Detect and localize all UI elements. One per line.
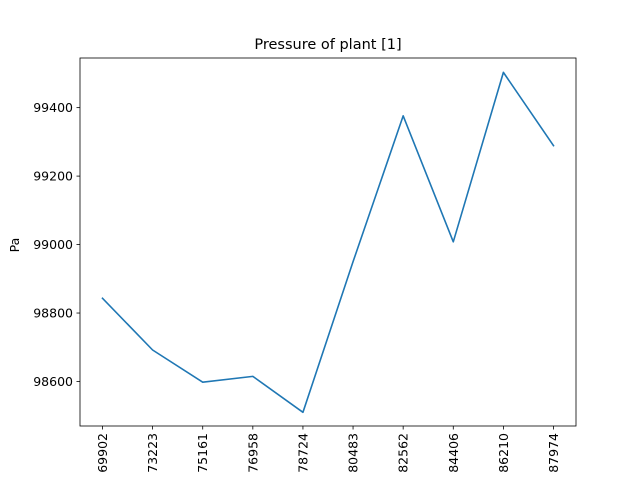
x-tick-label: 73223	[145, 433, 160, 473]
y-tick-label: 99400	[33, 100, 73, 115]
y-tick-label: 99200	[33, 169, 73, 184]
y-axis-label: Pa	[7, 238, 22, 253]
x-tick-label: 84406	[446, 433, 461, 473]
plot-area: 98600 98800 99000 99200 99400 69902 73223 75161…	[33, 71, 561, 473]
x-tick-label: 69902	[95, 433, 110, 473]
x-tick-label: 78724	[295, 433, 310, 473]
x-tick-label: 87974	[546, 433, 561, 473]
y-tick-label: 98600	[33, 374, 73, 389]
x-tick-label: 86210	[496, 433, 511, 473]
x-tick-label: 82562	[396, 433, 411, 473]
y-tick-label: 98800	[33, 306, 73, 321]
x-tick-label: 76958	[245, 433, 260, 473]
series-line	[101, 71, 555, 414]
plot-frame	[79, 57, 577, 427]
x-tick-label: 80483	[346, 433, 361, 473]
chart-title: Pressure of plant [1]	[254, 37, 401, 53]
y-tick-label: 99000	[33, 237, 73, 252]
x-tick-label: 75161	[195, 433, 210, 473]
